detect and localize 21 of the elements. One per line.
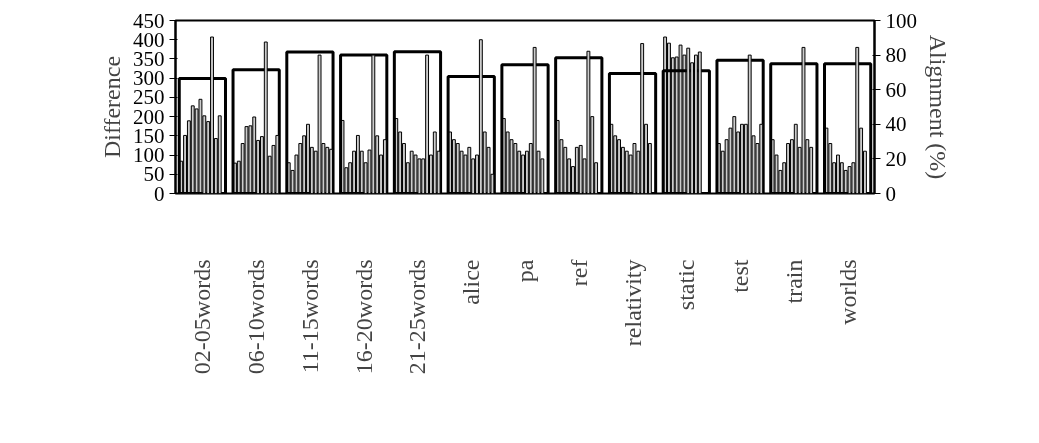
x-tick-label: train [780, 259, 807, 304]
y2-tick-label: 100 [885, 8, 917, 33]
x-tick-label: static [673, 259, 700, 311]
x-tick-label: ref [565, 259, 592, 287]
y2-tick-label: 20 [885, 146, 907, 171]
x-tick-label: 06-10words [243, 259, 270, 375]
y2-tick-label: 40 [885, 112, 907, 137]
y2-tick-label: 0 [885, 181, 896, 206]
x-tick-label: 16-20words [350, 259, 377, 375]
x-tick-label: worlds [834, 259, 861, 325]
y-axis-title: Difference [99, 55, 125, 159]
x-tick-label: test [727, 259, 754, 293]
x-tick-label: alice [458, 259, 485, 305]
x-tick-label: 02-05words [189, 259, 216, 375]
x-tick-label: relativity [619, 259, 646, 347]
y2-tick-label: 60 [885, 77, 907, 102]
y2-tick-label: 80 [885, 43, 907, 68]
x-tick-label: 21-25words [404, 259, 431, 375]
y2-axis-title: Alignment (%) [925, 34, 951, 180]
x-tick-label: 11-15words [296, 259, 323, 374]
x-tick-label: pa [512, 259, 538, 283]
